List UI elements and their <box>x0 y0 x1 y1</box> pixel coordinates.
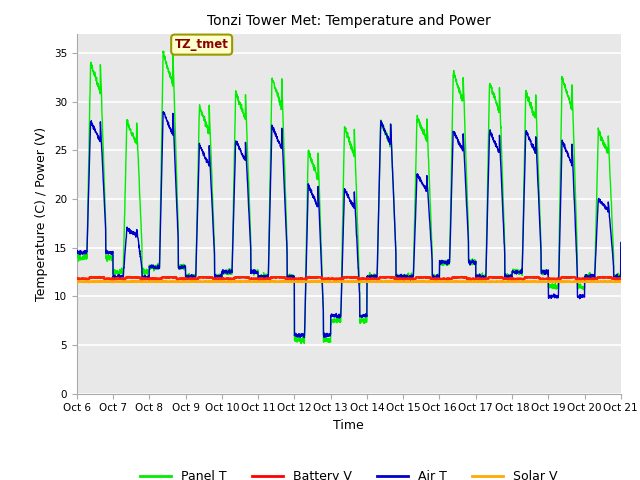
X-axis label: Time: Time <box>333 419 364 432</box>
Text: TZ_tmet: TZ_tmet <box>175 38 228 51</box>
Y-axis label: Temperature (C) / Power (V): Temperature (C) / Power (V) <box>35 127 48 300</box>
Legend: Panel T, Battery V, Air T, Solar V: Panel T, Battery V, Air T, Solar V <box>135 465 563 480</box>
Title: Tonzi Tower Met: Temperature and Power: Tonzi Tower Met: Temperature and Power <box>207 14 491 28</box>
